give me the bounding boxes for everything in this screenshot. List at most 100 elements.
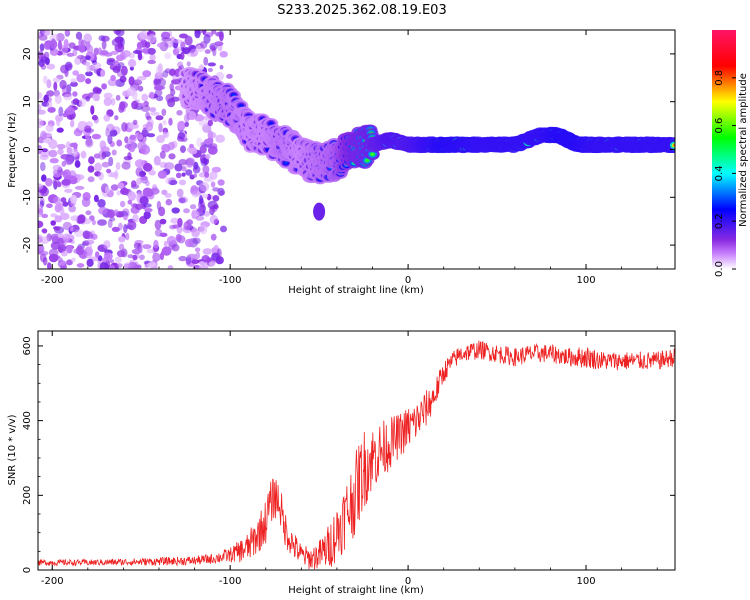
spectrogram-speckle	[101, 151, 107, 160]
spectrogram-speckle	[135, 203, 143, 210]
spectrogram-speckle	[116, 263, 123, 268]
spectrogram-speckle	[168, 68, 177, 76]
spectrogram-speckle	[114, 115, 119, 121]
spectrogram-speckle	[72, 70, 80, 76]
spectrogram-speckle	[169, 224, 177, 230]
spectrogram-speckle	[111, 226, 121, 232]
spectrogram-speckle	[103, 97, 112, 107]
spectrogram-speckle	[140, 144, 151, 155]
spectrogram-speckle	[139, 254, 145, 261]
spectrogram-speckle	[42, 30, 51, 36]
spectrogram-speckle	[142, 187, 153, 197]
spectrogram-speckle	[137, 133, 144, 141]
spectrogram-speckle	[177, 61, 184, 68]
spectrogram-speckle	[143, 211, 151, 220]
spectrogram-speckle	[215, 256, 224, 265]
spectrogram-speckle	[38, 250, 49, 256]
spectrogram-speckle	[156, 135, 166, 143]
spectrogram-speckle	[73, 128, 83, 137]
spectrogram-speckle	[40, 130, 47, 140]
spectrogram-speckle	[40, 56, 48, 62]
spectrogram-speckle	[146, 248, 154, 254]
spectrogram-speckle	[38, 118, 44, 129]
spectrogram-speckle	[70, 194, 78, 204]
spectrogram-speckle	[176, 188, 184, 198]
spectrogram-speckle	[180, 41, 186, 50]
spectrogram-speckle	[156, 95, 164, 102]
spectrogram-speckle	[38, 34, 48, 41]
spectrogram-speckle	[56, 143, 66, 150]
spectrogram-speckle	[83, 231, 93, 240]
spectrogram-speckle	[217, 179, 225, 186]
spectrogram-speckle	[162, 131, 168, 138]
spectrogram-speckle	[121, 50, 131, 58]
spectrogram-speckle	[38, 236, 43, 244]
spectrogram-speckle	[207, 119, 213, 127]
spectrogram-speckle	[41, 213, 49, 219]
spectrogram-speckle	[141, 93, 149, 102]
spectrogram-speckle	[121, 122, 128, 132]
spectrogram-speckle	[139, 170, 146, 177]
spectrogram-speckle	[118, 243, 125, 251]
spectrogram-speckle	[155, 115, 164, 121]
spectrogram-speckle	[74, 229, 84, 238]
spectrogram-speckle	[158, 206, 166, 217]
spectrogram-speckle	[111, 149, 117, 156]
spectrogram-speckle	[101, 40, 107, 50]
spectrogram-speckle	[38, 109, 46, 115]
spectrogram-speckle	[163, 240, 168, 248]
spectrogram-speckle	[203, 56, 209, 66]
spectrogram-speckle	[219, 64, 224, 70]
spectrogram-speckle	[66, 52, 75, 57]
spectrogram-speckle	[167, 98, 176, 108]
spectrogram-speckle	[59, 260, 66, 266]
spectrogram-speckle	[107, 78, 118, 87]
spectrogram-speckle	[165, 177, 171, 184]
spectrogram-speckle	[153, 239, 159, 249]
spectrogram-speckle	[117, 182, 125, 189]
spectrogram-speckle	[87, 165, 95, 173]
spectrogram-speckle	[123, 156, 133, 161]
spectrogram-speckle	[145, 121, 153, 132]
spectrogram-speckle	[112, 65, 121, 74]
spectrogram-speckle	[52, 196, 61, 205]
spectrogram-speckle	[201, 193, 209, 199]
spectrogram-speckle	[127, 191, 136, 202]
spectrogram-speckle	[186, 61, 191, 67]
spectrogram-speckle	[126, 140, 136, 150]
spectrogram-speckle	[145, 41, 151, 48]
spectrogram-speckle	[204, 171, 210, 178]
spectrogram-speckle	[149, 107, 157, 113]
spectrogram-speckle	[78, 44, 86, 53]
spectrogram-speckle	[85, 252, 93, 259]
spectrogram-speckle	[162, 120, 167, 126]
spectrogram-speckle	[64, 30, 70, 35]
spectrogram-speckle	[71, 99, 81, 105]
spectrogram-speckle	[43, 75, 48, 84]
spectrogram-speckle	[53, 173, 61, 178]
spectrogram-speckle	[209, 143, 218, 150]
spectrogram-speckle	[73, 148, 79, 158]
spectrogram-speckle	[142, 70, 152, 78]
spectrogram-speckle	[164, 193, 172, 198]
spectrogram-speckle	[178, 255, 188, 262]
spectrogram-speckle	[214, 41, 224, 47]
spectrogram-speckle	[204, 49, 211, 54]
spectrogram-speckle	[38, 91, 43, 100]
spectrogram-speckle	[118, 222, 123, 231]
spectrogram-speckle	[65, 175, 75, 180]
spectrogram-speckle	[131, 100, 139, 110]
spectrogram-speckle	[171, 207, 180, 214]
spectrogram-ridge-cell	[284, 161, 288, 165]
spectrogram-speckle	[192, 237, 201, 244]
spectrogram-speckle	[97, 255, 103, 262]
spectrogram-speckle	[187, 253, 197, 258]
spectrogram-speckle	[195, 215, 205, 221]
spectrogram-speckle	[132, 119, 138, 125]
spectrogram-speckle	[91, 133, 102, 140]
spectrogram-speckle	[50, 220, 56, 226]
spectrogram-speckle	[46, 63, 56, 70]
spectrogram-speckle	[119, 101, 126, 111]
spectrogram-speckle	[139, 196, 149, 206]
